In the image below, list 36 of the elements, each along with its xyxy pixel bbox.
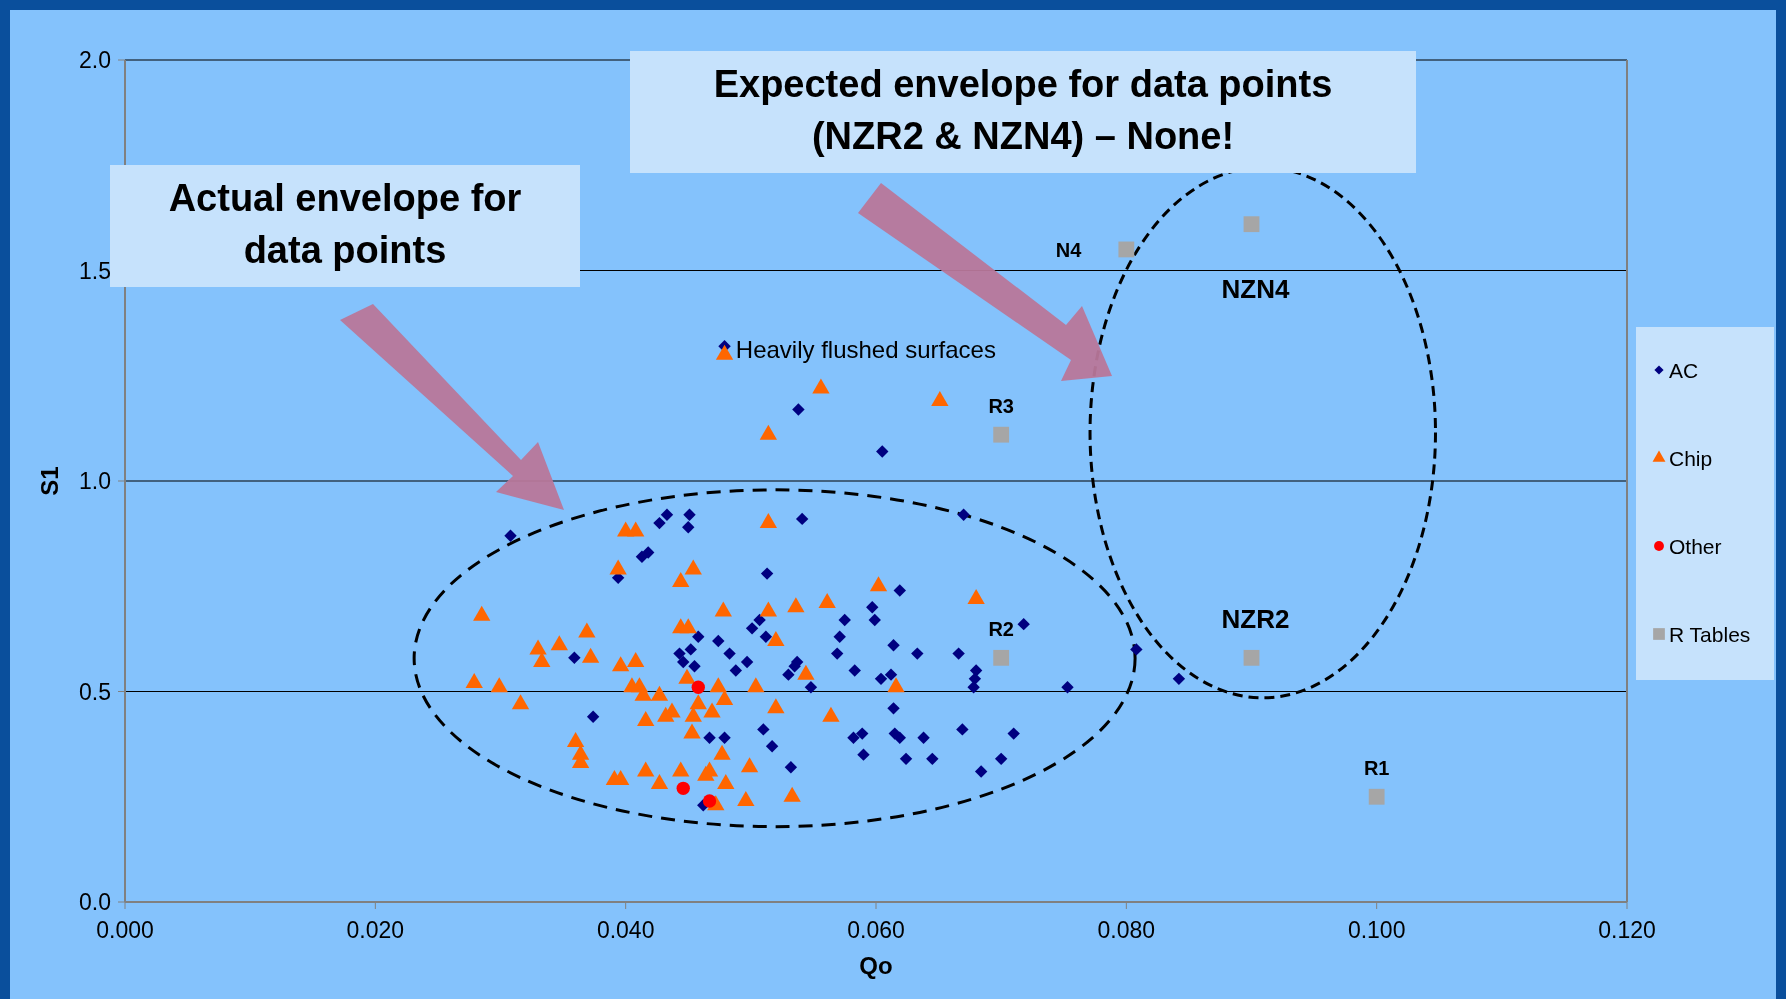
x-tick-label: 0.080 — [1097, 917, 1156, 943]
y-tick-label: 0.0 — [79, 889, 111, 915]
y-tick-label: 1.5 — [79, 257, 111, 284]
point — [1368, 788, 1385, 805]
legend-label: R Tables — [1669, 623, 1751, 646]
point — [676, 781, 690, 795]
x-tick-label: 0.040 — [596, 917, 655, 943]
annotation: Heavily flushed surfaces — [735, 336, 996, 364]
annotation: N4 — [1055, 239, 1083, 262]
x-tick-label: 0.120 — [1598, 917, 1656, 943]
x-tick-label: 0.020 — [346, 917, 405, 943]
y-tick-label: 1.0 — [79, 468, 111, 494]
point — [993, 649, 1010, 666]
point — [1118, 241, 1135, 258]
x-tick-label: 0.100 — [1347, 917, 1406, 943]
x-tick-label: 0.060 — [847, 917, 905, 943]
annotation: Actual envelope for data points — [168, 177, 522, 271]
point — [1243, 649, 1260, 666]
legend-label: AC — [1669, 359, 1699, 382]
point — [1243, 216, 1260, 233]
x-axis-title: Qo — [859, 952, 893, 979]
y-tick-label: 0.5 — [79, 678, 111, 705]
annotation: NZN4 — [1221, 274, 1290, 305]
annotation: R3 — [988, 394, 1014, 417]
point — [702, 794, 717, 808]
point — [993, 426, 1010, 443]
point — [691, 680, 705, 694]
annotation: R2 — [988, 617, 1014, 640]
y-tick-label: 2.0 — [79, 47, 111, 73]
annotation: NZR2 — [1221, 603, 1290, 634]
annotation: Expected envelope for data points (NZR2 & NZN4) – None! — [713, 63, 1333, 157]
legend-label: Chip — [1669, 447, 1713, 470]
y-axis-title: S1 — [36, 466, 63, 496]
x-tick-label: 0.000 — [96, 917, 154, 943]
legend-label: Other — [1669, 535, 1722, 558]
annotation: R1 — [1363, 756, 1390, 779]
